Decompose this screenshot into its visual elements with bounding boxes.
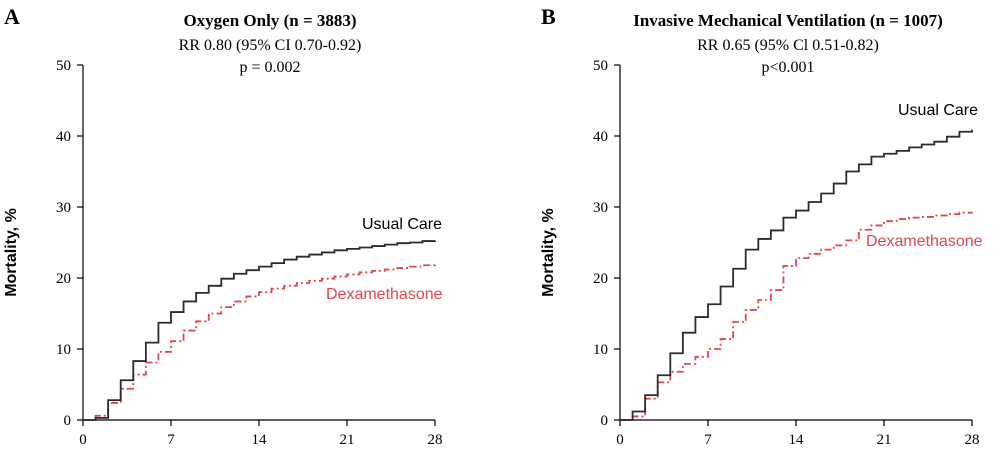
chart-title: Invasive Mechanical Ventilation (n = 100… [633,11,943,30]
y-tick-label: 40 [593,129,608,145]
x-tick-label: 0 [616,432,624,448]
series-line-usual-care [620,129,973,421]
y-tick-label: 50 [56,58,71,74]
chart-panel-b: B Invasive Mechanical Ventilation (n = 10… [540,4,983,448]
chart-title: Oxygen Only (n = 3883) [183,11,356,30]
y-tick-label: 30 [593,200,608,216]
y-tick-label: 0 [64,413,72,429]
series-line-usual-care [83,240,436,421]
series-label-dexamethasone: Dexamethasone [866,233,983,250]
panel-letter: A [4,4,20,29]
y-tick-label: 50 [593,58,608,74]
x-tick-label: 7 [704,432,712,448]
x-tick-label: 7 [167,432,175,448]
chart-subtitle-line: p = 0.002 [239,59,300,76]
x-tick-label: 14 [252,432,268,448]
series-line-dexamethasone [83,264,436,421]
series-label-dexamethasone: Dexamethasone [326,286,443,303]
chart-subtitle-line: RR 0.65 (95% Cl 0.51-0.82) [697,37,879,54]
y-tick-label: 0 [601,413,609,429]
x-tick-label: 28 [428,432,443,448]
x-tick-label: 14 [789,432,805,448]
y-tick-label: 20 [56,271,71,287]
series-line-dexamethasone [620,211,973,421]
y-tick-label: 30 [56,200,71,216]
x-tick-label: 21 [877,432,892,448]
y-tick-label: 40 [56,129,71,145]
y-tick-label: 10 [56,342,71,358]
series-label-usual-care: Usual Care [898,102,978,119]
chart-subtitle-line: RR 0.80 (95% CI 0.70-0.92) [179,37,362,54]
chart-subtitle-line: p<0.001 [761,59,814,76]
panel-letter: B [541,4,556,29]
y-axis-title: Mortality, % [540,208,557,297]
y-tick-label: 20 [593,271,608,287]
x-tick-label: 21 [340,432,355,448]
y-tick-label: 10 [593,342,608,358]
x-tick-label: 28 [965,432,980,448]
y-axis-title: Mortality, % [3,208,20,297]
series-label-usual-care: Usual Care [362,216,442,233]
chart-panel-a: A Oxygen Only (n = 3883) RR 0.80 (95% CI 0… [3,4,443,448]
x-tick-label: 0 [79,432,87,448]
